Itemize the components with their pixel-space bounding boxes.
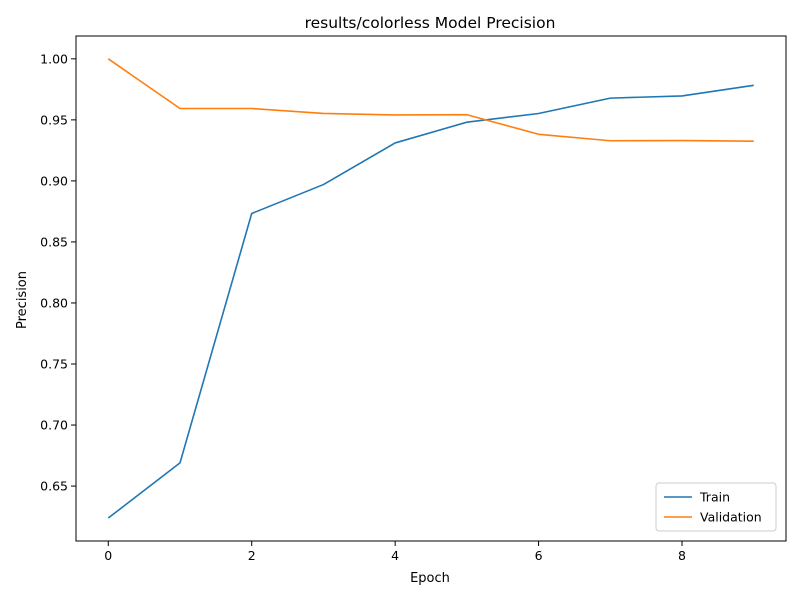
legend-label-validation: Validation bbox=[700, 510, 762, 525]
series-lines bbox=[107, 58, 754, 519]
legend: Train Validation bbox=[655, 482, 777, 532]
x-tick-label: 0 bbox=[104, 548, 112, 563]
y-tick-label: 1.00 bbox=[40, 51, 68, 66]
x-axis-ticks: 0 2 4 6 8 bbox=[104, 541, 686, 563]
series-line-validation bbox=[107, 58, 754, 143]
chart-title: results/colorless Model Precision bbox=[305, 14, 556, 32]
series-line-train bbox=[107, 84, 754, 519]
legend-box bbox=[655, 482, 777, 532]
y-tick-label: 0.85 bbox=[40, 234, 68, 249]
y-tick-label: 0.95 bbox=[40, 112, 68, 127]
y-tick-label: 0.75 bbox=[40, 356, 68, 371]
x-tick-label: 4 bbox=[391, 548, 399, 563]
y-tick-label: 0.65 bbox=[40, 479, 68, 494]
y-tick-label: 0.80 bbox=[40, 295, 68, 310]
x-tick-label: 8 bbox=[678, 548, 686, 563]
y-axis-ticks: 0.65 0.70 0.75 0.80 0.85 0.90 0.95 1.00 bbox=[40, 51, 76, 494]
x-tick-label: 6 bbox=[535, 548, 543, 563]
y-tick-label: 0.90 bbox=[40, 173, 68, 188]
axes-frame bbox=[75, 35, 787, 542]
x-tick-label: 2 bbox=[248, 548, 256, 563]
y-axis-label: Precision bbox=[15, 271, 30, 329]
y-tick-label: 0.70 bbox=[40, 418, 68, 433]
x-axis-label: Epoch bbox=[410, 571, 450, 586]
legend-label-train: Train bbox=[699, 490, 730, 505]
